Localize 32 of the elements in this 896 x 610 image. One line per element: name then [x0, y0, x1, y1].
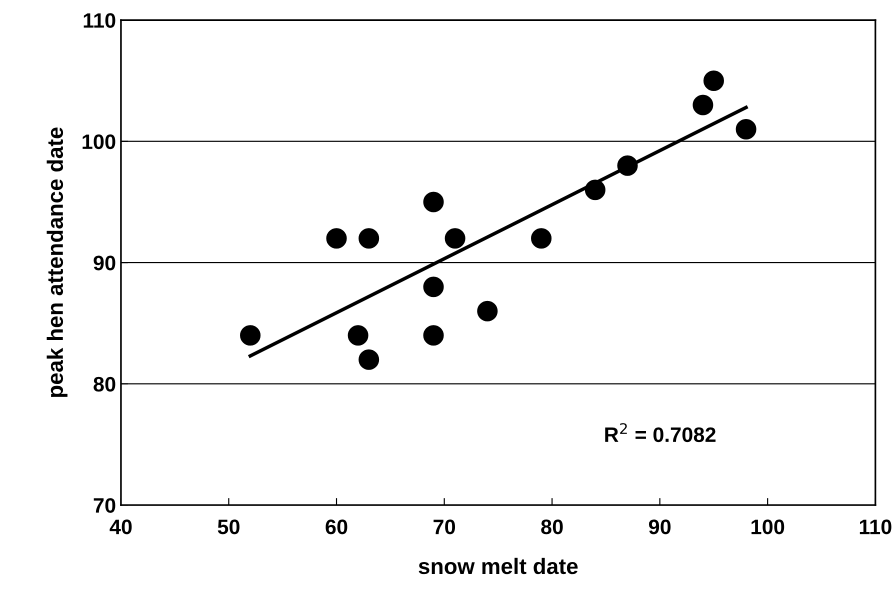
point [703, 70, 724, 92]
x-tick-label: 60 [326, 520, 348, 534]
x-axis-title: snow melt date [418, 558, 578, 574]
point [423, 192, 444, 212]
y-tick-label: 110 [84, 13, 116, 28]
x-tick-label: 90 [648, 520, 671, 534]
x-tick-label: 70 [434, 520, 456, 534]
y-tick-label: 100 [82, 134, 116, 150]
x-tick-label: 80 [541, 520, 563, 534]
y-tick-label: 80 [94, 376, 116, 392]
x-tick-label: 110 [860, 520, 892, 534]
point [348, 325, 368, 346]
point [477, 300, 498, 322]
point [444, 228, 466, 249]
point [617, 155, 638, 176]
point [736, 118, 756, 140]
point [326, 228, 347, 249]
point [584, 180, 606, 200]
y-tick-label: 70 [94, 498, 116, 513]
point [531, 228, 552, 249]
point [423, 325, 444, 346]
point [358, 228, 380, 249]
point [423, 276, 444, 298]
x-tick-label: 50 [218, 520, 240, 534]
x-tick-label: 40 [110, 520, 132, 534]
x-tick-label: 100 [752, 520, 784, 534]
annotation: R$^{2}$ = 0.7082 [605, 423, 716, 442]
point [692, 94, 714, 116]
y-axis-title: peak hen attendance date [46, 128, 68, 397]
point [240, 325, 261, 346]
point [358, 349, 380, 370]
y-tick-label: 90 [94, 256, 116, 270]
